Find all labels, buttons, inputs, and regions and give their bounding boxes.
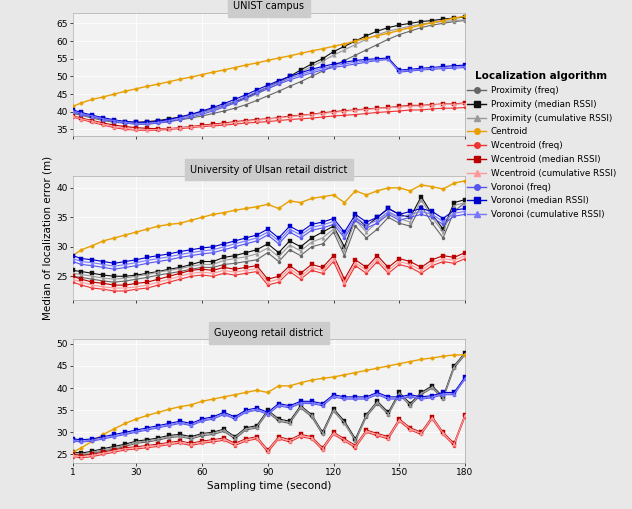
Title: UNIST campus: UNIST campus	[233, 1, 305, 11]
Y-axis label: Median of localization error (m): Median of localization error (m)	[42, 156, 52, 320]
Legend: Proximity (freq), Proximity (median RSSI), Proximity (cumulative RSSI), Centroid: Proximity (freq), Proximity (median RSSI…	[467, 71, 616, 219]
X-axis label: Sampling time (second): Sampling time (second)	[207, 481, 331, 491]
Title: Guyeong retail district: Guyeong retail district	[214, 328, 324, 338]
Title: University of Ulsan retail district: University of Ulsan retail district	[190, 164, 348, 175]
